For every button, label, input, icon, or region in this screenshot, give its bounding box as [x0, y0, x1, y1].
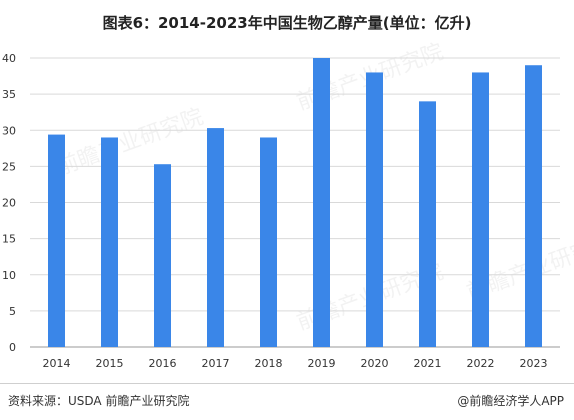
footer: 资料来源：USDA 前瞻产业研究院 @前瞻经济学人APP	[0, 383, 574, 420]
x-axis-tick-labels: 2014 2015 2016 2017 2018 2019 2020 2021 2022 2023	[43, 357, 548, 370]
y-tick-label: 0	[9, 341, 16, 354]
x-tick-label: 2022	[467, 357, 495, 370]
bar-2019	[313, 58, 330, 347]
bar-2017	[207, 128, 224, 347]
chart-title: 图表6：2014-2023年中国生物乙醇产量(单位：亿升)	[102, 14, 472, 32]
grid-lines	[30, 57, 560, 348]
y-tick-label: 10	[2, 269, 16, 282]
y-tick-label: 25	[2, 160, 16, 173]
bar-2023	[525, 65, 542, 347]
watermark-text: 前瞻产业研究院	[54, 104, 207, 180]
x-tick-label: 2016	[149, 357, 177, 370]
bar-chart: 前瞻产业研究院前瞻产业研究院前瞻产业研究院前瞻产业研究院 05101520253…	[2, 40, 574, 370]
bars	[48, 58, 542, 347]
bar-2020	[366, 72, 383, 347]
x-tick-label: 2021	[414, 357, 442, 370]
bar-2014	[48, 134, 65, 347]
y-tick-label: 20	[2, 197, 16, 210]
bar-2021	[419, 101, 436, 347]
x-tick-label: 2017	[202, 357, 230, 370]
y-tick-label: 40	[2, 52, 16, 65]
x-tick-label: 2018	[255, 357, 283, 370]
x-tick-label: 2015	[96, 357, 124, 370]
x-tick-label: 2020	[361, 357, 389, 370]
brand-credit: @前瞻经济学人APP	[457, 394, 564, 408]
bar-2015	[101, 137, 118, 347]
x-tick-label: 2014	[43, 357, 71, 370]
y-tick-label: 35	[2, 88, 16, 101]
y-tick-label: 30	[2, 124, 16, 137]
y-tick-label: 5	[9, 305, 16, 318]
x-tick-label: 2023	[520, 357, 548, 370]
bar-2018	[260, 137, 277, 347]
y-tick-label: 15	[2, 233, 16, 246]
bar-2022	[472, 72, 489, 347]
x-tick-label: 2019	[308, 357, 336, 370]
y-axis-tick-labels: 0 5 10 15 20 25 30 35 40	[2, 52, 16, 354]
source-note: 资料来源：USDA 前瞻产业研究院	[8, 394, 190, 408]
bar-2016	[154, 164, 171, 347]
